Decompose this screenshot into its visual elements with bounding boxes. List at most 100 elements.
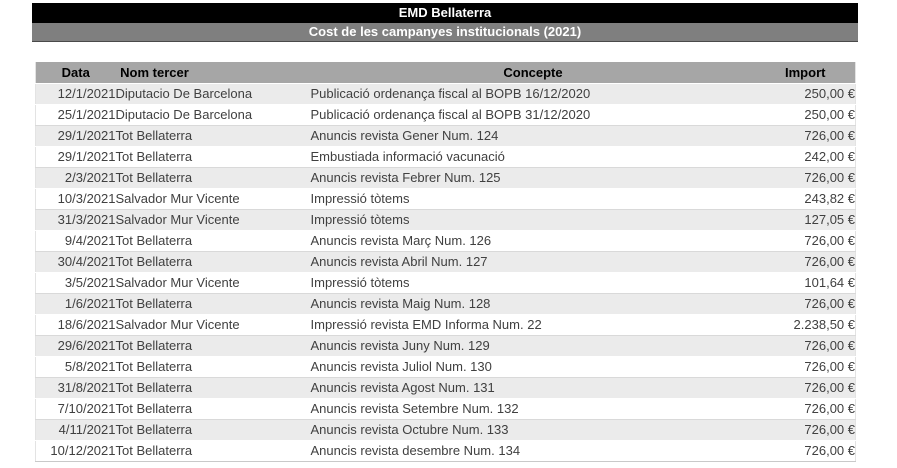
cell-concepte: Anuncis revista Juny Num. 129 [310, 335, 756, 357]
report-subtitle-bar: Cost de les campanyes institucionals (20… [32, 23, 858, 42]
report-subtitle: Cost de les campanyes institucionals (20… [308, 24, 582, 39]
cell-data: 10/12/2021 [35, 440, 116, 462]
table-row: 7/10/2021 Tot Bellaterra Anuncis revista S… [35, 398, 856, 420]
table-row: 31/8/2021 Tot Bellaterra Anuncis revista A… [35, 377, 856, 399]
cell-concepte: Anuncis revista Gener Num. 124 [310, 125, 756, 147]
cell-import: 726,00 € [755, 419, 856, 441]
table-row: 25/1/2021 Diputacio De Barcelona Publicaci… [35, 104, 856, 126]
cell-data: 10/3/2021 [35, 188, 116, 210]
cell-concepte: Publicació ordenança fiscal al BOPB 16/1… [310, 83, 756, 105]
cell-concepte: Anuncis revista Febrer Num. 125 [310, 167, 756, 189]
cell-nom-tercer: Tot Bellaterra [115, 356, 311, 378]
cell-nom-tercer: Tot Bellaterra [115, 335, 311, 357]
column-header-concepte: Concepte [310, 62, 756, 84]
cell-import: 726,00 € [755, 293, 856, 315]
cell-import: 250,00 € [755, 83, 856, 105]
table-row: 30/4/2021 Tot Bellaterra Anuncis revista A… [35, 251, 856, 273]
table-row: 29/6/2021 Tot Bellaterra Anuncis revista J… [35, 335, 856, 357]
cell-import: 101,64 € [755, 272, 856, 294]
cell-data: 5/8/2021 [35, 356, 116, 378]
table-row: 31/3/2021 Salvador Mur Vicente Impressió t… [35, 209, 856, 231]
table-row: 1/6/2021 Tot Bellaterra Anuncis revista Ma… [35, 293, 856, 315]
cell-nom-tercer: Salvador Mur Vicente [115, 314, 311, 336]
cost-table: Data Nom tercer Concepte Import 12/1/202… [35, 62, 856, 462]
cell-import: 242,00 € [755, 146, 856, 168]
cell-concepte: Impressió tòtems [310, 209, 756, 231]
cell-nom-tercer: Tot Bellaterra [115, 230, 311, 252]
cell-import: 726,00 € [755, 377, 856, 399]
table-row: 12/1/2021 Diputacio De Barcelona Publicaci… [35, 83, 856, 105]
cell-concepte: Anuncis revista Octubre Num. 133 [310, 419, 756, 441]
table-row: 9/4/2021 Tot Bellaterra Anuncis revista Ma… [35, 230, 856, 252]
table-body: 12/1/2021 Diputacio De Barcelona Publicaci… [35, 83, 856, 462]
cell-nom-tercer: Diputacio De Barcelona [115, 104, 311, 126]
cell-data: 2/3/2021 [35, 167, 116, 189]
cell-import: 726,00 € [755, 440, 856, 462]
cell-data: 3/5/2021 [35, 272, 116, 294]
table-row: 29/1/2021 Tot Bellaterra Anuncis revista G… [35, 125, 856, 147]
cell-data: 4/11/2021 [35, 419, 116, 441]
cell-data: 25/1/2021 [35, 104, 116, 126]
table-row: 3/5/2021 Salvador Mur Vicente Impressió tò… [35, 272, 856, 294]
cell-concepte: Anuncis revista Juliol Num. 130 [310, 356, 756, 378]
cell-data: 30/4/2021 [35, 251, 116, 273]
cell-import: 250,00 € [755, 104, 856, 126]
column-header-spacer [193, 62, 311, 84]
cell-import: 726,00 € [755, 125, 856, 147]
cell-concepte: Anuncis revista desembre Num. 134 [310, 440, 756, 462]
table-row: 2/3/2021 Tot Bellaterra Anuncis revista Fe… [35, 167, 856, 189]
cell-nom-tercer: Diputacio De Barcelona [115, 83, 311, 105]
cell-data: 12/1/2021 [35, 83, 116, 105]
cell-nom-tercer: Tot Bellaterra [115, 293, 311, 315]
cell-data: 29/6/2021 [35, 335, 116, 357]
cell-concepte: Impressió tòtems [310, 272, 756, 294]
cell-import: 726,00 € [755, 335, 856, 357]
cell-concepte: Embustiada informació vacunació [310, 146, 756, 168]
cell-nom-tercer: Tot Bellaterra [115, 251, 311, 273]
cell-nom-tercer: Tot Bellaterra [115, 419, 311, 441]
cell-import: 726,00 € [755, 398, 856, 420]
cell-concepte: Anuncis revista Maig Num. 128 [310, 293, 756, 315]
cell-data: 18/6/2021 [35, 314, 116, 336]
cell-import: 726,00 € [755, 356, 856, 378]
cell-data: 9/4/2021 [35, 230, 116, 252]
cell-import: 127,05 € [755, 209, 856, 231]
cell-nom-tercer: Tot Bellaterra [115, 167, 311, 189]
column-header-nom-tercer: Nom tercer [115, 62, 194, 84]
report-title-bar: EMD Bellaterra [32, 3, 858, 23]
cell-data: 29/1/2021 [35, 146, 116, 168]
cell-data: 29/1/2021 [35, 125, 116, 147]
cell-import: 2.238,50 € [755, 314, 856, 336]
cell-import: 726,00 € [755, 167, 856, 189]
column-header-import: Import [755, 62, 856, 84]
cell-nom-tercer: Salvador Mur Vicente [115, 272, 311, 294]
cell-concepte: Anuncis revista Agost Num. 131 [310, 377, 756, 399]
cell-import: 726,00 € [755, 251, 856, 273]
cell-nom-tercer: Salvador Mur Vicente [115, 188, 311, 210]
cell-concepte: Impressió tòtems [310, 188, 756, 210]
cell-concepte: Anuncis revista Març Num. 126 [310, 230, 756, 252]
cell-nom-tercer: Salvador Mur Vicente [115, 209, 311, 231]
cell-nom-tercer: Tot Bellaterra [115, 377, 311, 399]
cell-nom-tercer: Tot Bellaterra [115, 398, 311, 420]
column-header-data: Data [35, 62, 116, 84]
report-title: EMD Bellaterra [398, 5, 492, 20]
cell-data: 1/6/2021 [35, 293, 116, 315]
table-row: 29/1/2021 Tot Bellaterra Embustiada inform… [35, 146, 856, 168]
cell-concepte: Impressió revista EMD Informa Num. 22 [310, 314, 756, 336]
cell-concepte: Anuncis revista Abril Num. 127 [310, 251, 756, 273]
cell-nom-tercer: Tot Bellaterra [115, 146, 311, 168]
cell-concepte: Anuncis revista Setembre Num. 132 [310, 398, 756, 420]
cell-nom-tercer: Tot Bellaterra [115, 125, 311, 147]
table-row: 4/11/2021 Tot Bellaterra Anuncis revista O… [35, 419, 856, 441]
cell-concepte: Publicació ordenança fiscal al BOPB 31/1… [310, 104, 756, 126]
cell-import: 243,82 € [755, 188, 856, 210]
cell-import: 726,00 € [755, 230, 856, 252]
table-row: 5/8/2021 Tot Bellaterra Anuncis revista Ju… [35, 356, 856, 378]
cell-data: 7/10/2021 [35, 398, 116, 420]
table-row: 10/3/2021 Salvador Mur Vicente Impressió t… [35, 188, 856, 210]
column-header-row: Data Nom tercer Concepte Import [35, 62, 856, 84]
cell-nom-tercer: Tot Bellaterra [115, 440, 311, 462]
table-row: 10/12/2021 Tot Bellaterra Anuncis revista … [35, 440, 856, 462]
